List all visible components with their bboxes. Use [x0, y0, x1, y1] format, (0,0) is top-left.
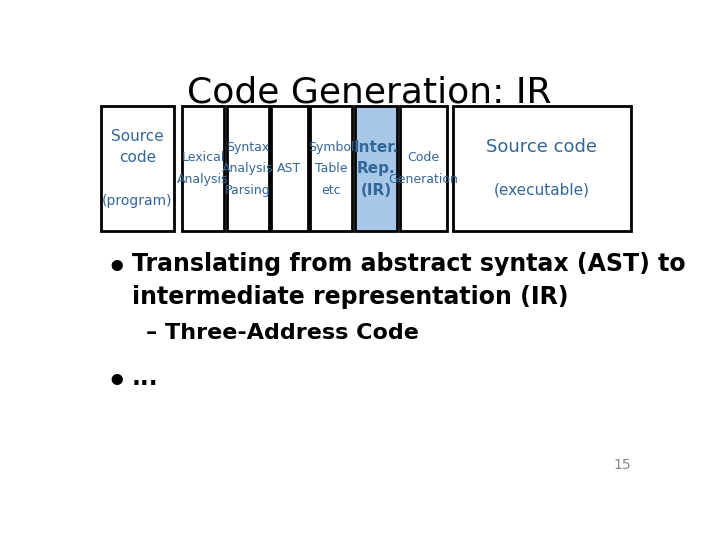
Text: (executable): (executable) [494, 183, 590, 198]
Text: Inter.: Inter. [354, 140, 399, 154]
Text: Lexical: Lexical [181, 151, 225, 165]
Text: AST: AST [277, 162, 302, 176]
Text: •: • [107, 254, 127, 285]
Text: Code: Code [408, 151, 439, 165]
Text: etc: etc [322, 184, 341, 197]
Text: Parsing: Parsing [225, 184, 271, 197]
Text: (program): (program) [102, 194, 173, 208]
Text: Source code: Source code [487, 138, 598, 156]
Text: Analysis: Analysis [222, 162, 274, 176]
Text: Translating from abstract syntax (AST) to: Translating from abstract syntax (AST) t… [132, 252, 685, 276]
Text: •: • [107, 368, 127, 400]
FancyBboxPatch shape [400, 106, 447, 231]
Text: Table: Table [315, 162, 348, 176]
FancyBboxPatch shape [271, 106, 307, 231]
Text: – Three-Address Code: – Three-Address Code [145, 322, 418, 342]
Text: Generation: Generation [389, 173, 459, 186]
FancyBboxPatch shape [101, 106, 174, 231]
Text: (IR): (IR) [361, 183, 392, 198]
Text: code: code [119, 151, 156, 165]
Text: 15: 15 [613, 458, 631, 472]
Text: Rep.: Rep. [356, 161, 395, 176]
Text: Syntax: Syntax [226, 140, 269, 153]
FancyBboxPatch shape [310, 106, 352, 231]
Text: Source: Source [111, 129, 164, 144]
FancyBboxPatch shape [453, 106, 631, 231]
FancyBboxPatch shape [355, 106, 397, 231]
Text: Code Generation: IR: Code Generation: IR [186, 75, 552, 109]
FancyBboxPatch shape [227, 106, 269, 231]
FancyBboxPatch shape [182, 106, 224, 231]
Text: Analysis: Analysis [177, 173, 229, 186]
Text: intermediate representation (IR): intermediate representation (IR) [132, 285, 568, 309]
Text: ...: ... [132, 366, 158, 390]
Text: Symbol: Symbol [308, 140, 354, 153]
